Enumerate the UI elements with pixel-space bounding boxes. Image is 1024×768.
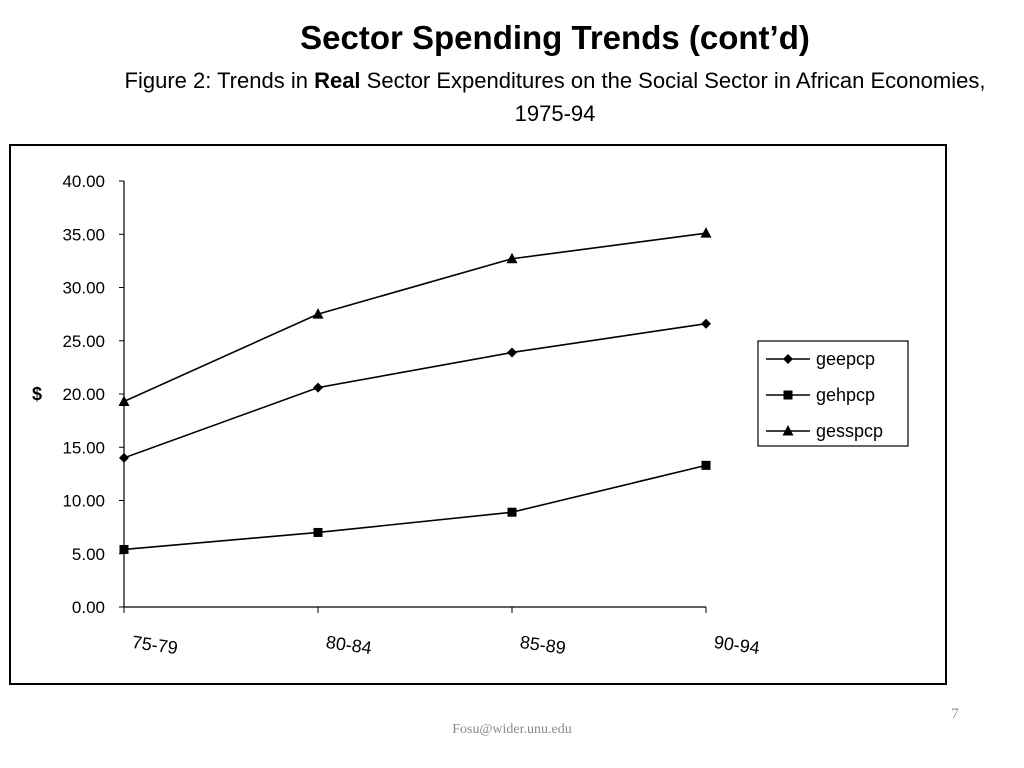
data-point-geepcp	[701, 318, 711, 329]
page-number: 7	[951, 706, 959, 722]
x-tick-label: 75-79	[131, 632, 179, 658]
caption-emphasis: Real	[314, 68, 361, 93]
y-tick-label: 30.00	[62, 279, 105, 298]
series-line-geepcp	[123, 322, 707, 459]
data-point-gesspcp	[506, 252, 518, 264]
y-tick-label: 15.00	[62, 438, 105, 457]
y-tick-label: 40.00	[62, 172, 105, 191]
y-tick-label: 20.00	[62, 385, 105, 404]
y-axis-label: $	[32, 384, 42, 404]
legend-label-geepcp: geepcp	[816, 349, 875, 369]
legend-label-gesspcp: gesspcp	[816, 421, 883, 441]
y-tick-label: 25.00	[62, 332, 105, 351]
x-tick-label: 85-89	[519, 632, 567, 658]
legend-label-gehpcp: gehpcp	[816, 385, 875, 405]
y-tick-label: 5.00	[72, 545, 105, 564]
series-line-gehpcp	[123, 464, 707, 551]
legend-marker-gehpcp	[783, 390, 793, 400]
y-tick-label: 0.00	[72, 598, 105, 617]
data-point-gehpcp	[701, 460, 711, 470]
x-tick-label: 90-94	[713, 632, 761, 658]
caption-prefix: Figure 2: Trends in	[124, 68, 315, 93]
data-point-geepcp	[313, 382, 323, 393]
y-tick-label: 35.00	[62, 225, 105, 244]
series-line-gesspcp	[123, 232, 707, 403]
data-point-gesspcp	[312, 308, 324, 319]
data-point-gehpcp	[119, 544, 129, 554]
data-point-geepcp	[119, 452, 129, 463]
data-point-gesspcp	[118, 395, 130, 406]
data-point-gesspcp	[700, 227, 712, 238]
x-tick-label: 80-84	[325, 632, 373, 658]
slide-title: Sector Spending Trends (cont’d)	[300, 19, 810, 56]
figure-caption: Figure 2: Trends in Real Sector Expendit…	[100, 64, 1010, 130]
y-tick-label: 10.00	[62, 492, 105, 511]
data-point-gehpcp	[313, 527, 323, 537]
footer-email: Fosu@wider.unu.edu	[452, 722, 572, 737]
legend-marker-geepcp	[783, 354, 793, 364]
data-point-geepcp	[507, 347, 517, 358]
caption-suffix: Sector Expenditures on the Social Sector…	[360, 68, 986, 126]
legend-marker-gesspcp	[782, 425, 794, 436]
data-point-gehpcp	[507, 507, 517, 517]
